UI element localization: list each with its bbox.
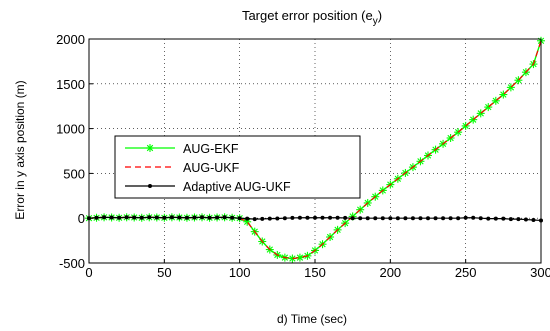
data-point-stroke [296, 254, 304, 261]
data-point [200, 215, 204, 220]
data-point [267, 216, 272, 221]
data-point [290, 215, 295, 220]
data-point [162, 215, 167, 220]
data-point [132, 215, 137, 220]
data-point [313, 215, 317, 220]
data-point [177, 215, 182, 220]
data-point [215, 215, 220, 220]
data-point [154, 215, 159, 220]
data-point [169, 215, 174, 220]
data-point-stroke [146, 144, 154, 152]
data-point [335, 215, 340, 220]
data-point [456, 216, 461, 221]
data-point [508, 217, 513, 222]
data-point [486, 216, 491, 221]
chart-title-suffix: ) [378, 8, 382, 23]
data-point [147, 215, 152, 220]
data-point [433, 216, 438, 221]
data-point [448, 216, 453, 221]
data-point [343, 215, 348, 220]
data-point [146, 144, 154, 152]
series-layer [85, 36, 545, 263]
y-tick-label: 1000 [56, 122, 85, 137]
x-tick-label: 250 [455, 265, 477, 280]
x-tick-label: 0 [85, 265, 92, 280]
data-point [252, 217, 257, 222]
data-point [207, 215, 212, 220]
data-point [426, 216, 430, 221]
chart-title-subscript: y [373, 16, 378, 27]
data-point [328, 215, 333, 220]
x-tick-label: 200 [379, 265, 401, 280]
data-point [275, 216, 280, 221]
data-point [192, 215, 197, 220]
x-tick-label: 300 [530, 265, 550, 280]
data-point [117, 215, 122, 220]
data-point [531, 217, 536, 222]
legend: AUG-EKF AUG-UKF Adaptive AUG-UKF [114, 135, 361, 199]
y-axis-label: Error in y axis position (m) [13, 80, 27, 219]
data-point [373, 216, 378, 221]
legend-label: AUG-EKF [183, 142, 239, 156]
data-point [523, 217, 528, 222]
data-point [418, 216, 423, 221]
x-tick-label: 150 [304, 265, 326, 280]
data-point [395, 216, 400, 221]
y-tick-label: 500 [63, 166, 85, 181]
data-point-stroke [244, 218, 251, 225]
data-point [350, 216, 355, 221]
data-point [463, 215, 468, 220]
legend-label: Adaptive AUG-UKF [183, 180, 291, 194]
legend-label: AUG-UKF [183, 161, 240, 175]
chart-title: Target error position (ey) [242, 8, 382, 27]
y-tick-label: 1500 [56, 77, 85, 92]
data-point [403, 216, 408, 221]
data-point [516, 217, 521, 222]
y-tick-label: -500 [59, 256, 85, 271]
data-point [295, 253, 304, 262]
data-point [493, 216, 498, 221]
data-point [222, 215, 227, 220]
data-point [320, 215, 325, 220]
data-point [491, 96, 500, 105]
data-point [410, 216, 415, 221]
data-point [230, 215, 235, 220]
data-point [441, 216, 446, 221]
data-point [124, 215, 129, 220]
data-point [237, 216, 242, 221]
data-point [358, 216, 363, 221]
data-point [109, 215, 114, 220]
data-point [148, 184, 152, 188]
data-point [282, 216, 287, 221]
data-point [365, 216, 370, 221]
x-tick-label: 100 [229, 265, 251, 280]
data-point [471, 215, 476, 220]
data-point [476, 109, 485, 118]
data-point-stroke [289, 255, 296, 262]
data-point [102, 215, 107, 220]
y-tick-label: 0 [78, 211, 85, 226]
data-point [184, 215, 189, 220]
data-point [260, 216, 265, 221]
x-axis-label: d) Time (sec) [277, 312, 347, 326]
data-point [305, 215, 310, 220]
y-tick-label: 2000 [56, 32, 85, 47]
data-point [94, 215, 99, 220]
data-point [501, 216, 506, 221]
data-point [139, 215, 144, 220]
data-point [245, 216, 250, 221]
data-point [478, 216, 483, 221]
data-point [388, 216, 393, 221]
x-tick-label: 50 [157, 265, 171, 280]
data-point [506, 83, 515, 92]
chart-title-main: Target error position (e [242, 8, 373, 23]
data-point [380, 216, 385, 221]
data-point [297, 215, 302, 220]
